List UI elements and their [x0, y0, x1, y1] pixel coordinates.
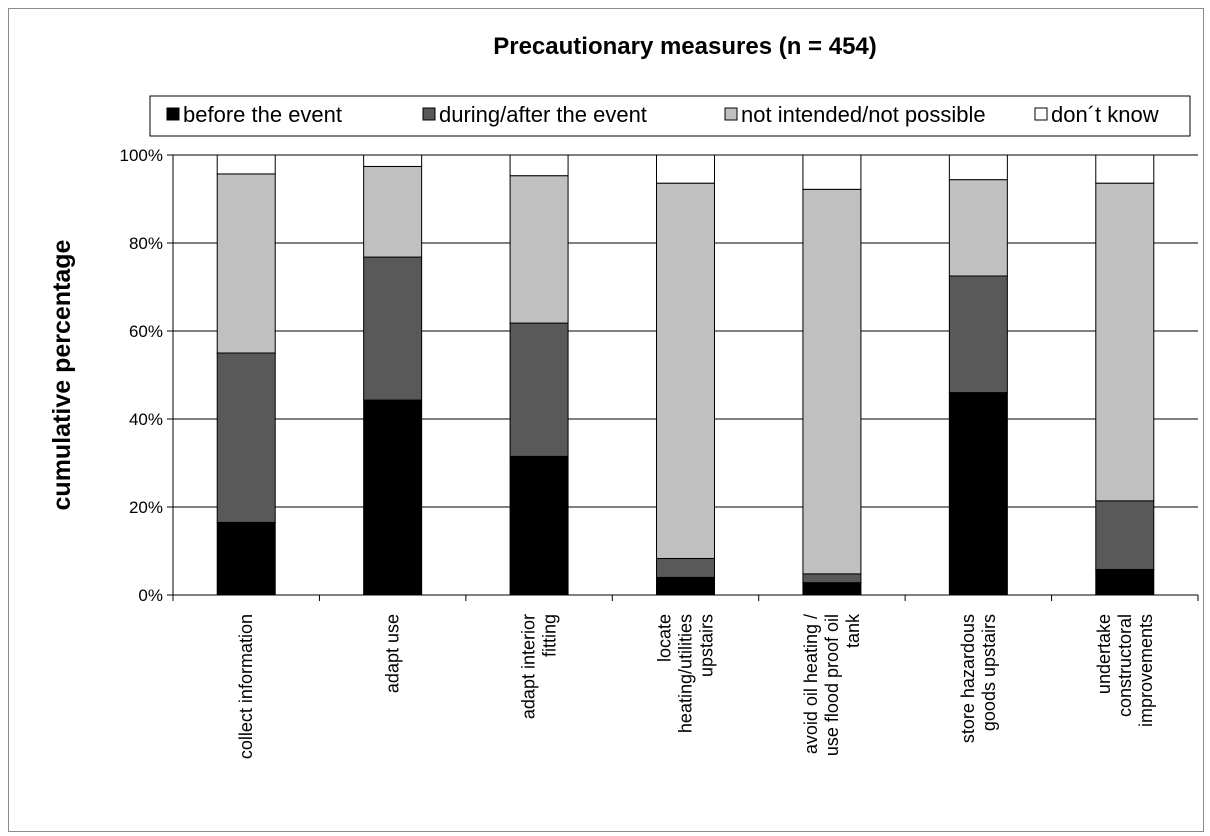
bar-segment-3 — [948, 154, 1008, 181]
category-label: locate — [655, 614, 675, 662]
bar-segment-3 — [363, 154, 423, 167]
category-label: undertake — [1094, 614, 1114, 694]
bar-segment-1 — [802, 573, 862, 584]
bar-segment-2 — [802, 188, 862, 575]
legend-label-3: don´t know — [1051, 102, 1159, 127]
bar-segment-0 — [802, 582, 862, 596]
category-label: collect information — [236, 614, 256, 759]
bar-segment-2 — [363, 165, 423, 258]
legend-label-1: during/after the event — [439, 102, 647, 127]
bar-segment-2 — [1095, 182, 1155, 502]
category-label: use flood proof oil — [822, 614, 842, 756]
category-label: avoid oil heating / — [801, 614, 821, 754]
category-label: improvements — [1136, 614, 1156, 727]
bar-segment-0 — [1095, 568, 1155, 596]
category-label: adapt interior — [519, 614, 539, 719]
y-tick-label: 80% — [129, 234, 163, 253]
bar-segment-0 — [948, 392, 1008, 596]
category-label: fitting — [540, 614, 560, 657]
legend-label-0: before the event — [183, 102, 342, 127]
legend-box — [149, 95, 1191, 137]
bar-segment-1 — [656, 557, 715, 578]
bar-segment-1 — [948, 275, 1008, 394]
bar-segment-3 — [216, 154, 276, 175]
category-label: goods upstairs — [979, 614, 999, 731]
y-tick-label: 0% — [138, 586, 163, 605]
bar-segment-1 — [509, 322, 569, 457]
y-tick-label: 60% — [129, 322, 163, 341]
y-tick-label: 100% — [120, 146, 163, 165]
legend-swatch-0 — [166, 107, 180, 121]
bar-segment-3 — [1095, 154, 1155, 184]
category-label: tank — [843, 613, 863, 648]
chart-title: Precautionary measures (n = 454) — [493, 33, 877, 60]
category-label: constructoral — [1115, 614, 1135, 717]
category-label: adapt use — [383, 614, 403, 693]
bar-segment-3 — [802, 154, 862, 190]
bar-segment-2 — [948, 179, 1008, 277]
bar-segment-1 — [216, 352, 276, 523]
legend-swatch-1 — [422, 107, 436, 121]
bar-segment-3 — [656, 154, 715, 184]
bar-segment-0 — [656, 576, 715, 596]
bar-segment-3 — [509, 154, 569, 177]
y-tick-label: 20% — [129, 498, 163, 517]
y-tick-label: 40% — [129, 410, 163, 429]
category-label: upstairs — [697, 614, 717, 677]
legend-swatch-2 — [724, 107, 738, 121]
bar-segment-2 — [509, 175, 569, 324]
bar-segment-1 — [363, 256, 423, 401]
bar-segment-2 — [216, 173, 276, 354]
legend-label-2: not intended/not possible — [741, 102, 986, 127]
category-label: heating/utilities — [676, 614, 696, 733]
y-axis-title: cumulative percentage — [48, 239, 76, 510]
legend-swatch-3 — [1034, 107, 1048, 121]
bar-segment-0 — [509, 455, 569, 596]
bar-segment-0 — [363, 399, 423, 596]
category-label: store hazardous — [958, 614, 978, 743]
bar-segment-1 — [1095, 500, 1155, 570]
bar-segment-0 — [216, 521, 276, 596]
bar-segment-2 — [656, 182, 715, 559]
